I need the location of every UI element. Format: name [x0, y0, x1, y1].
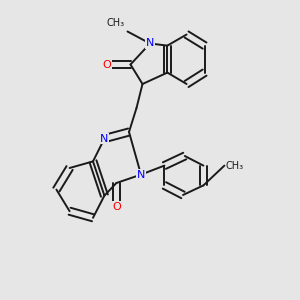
- Text: CH₃: CH₃: [226, 160, 244, 171]
- Text: N: N: [146, 38, 154, 49]
- Text: CH₃: CH₃: [106, 18, 124, 28]
- Text: N: N: [137, 169, 145, 180]
- Text: N: N: [100, 134, 109, 144]
- Text: O: O: [112, 202, 121, 212]
- Text: O: O: [102, 59, 111, 70]
